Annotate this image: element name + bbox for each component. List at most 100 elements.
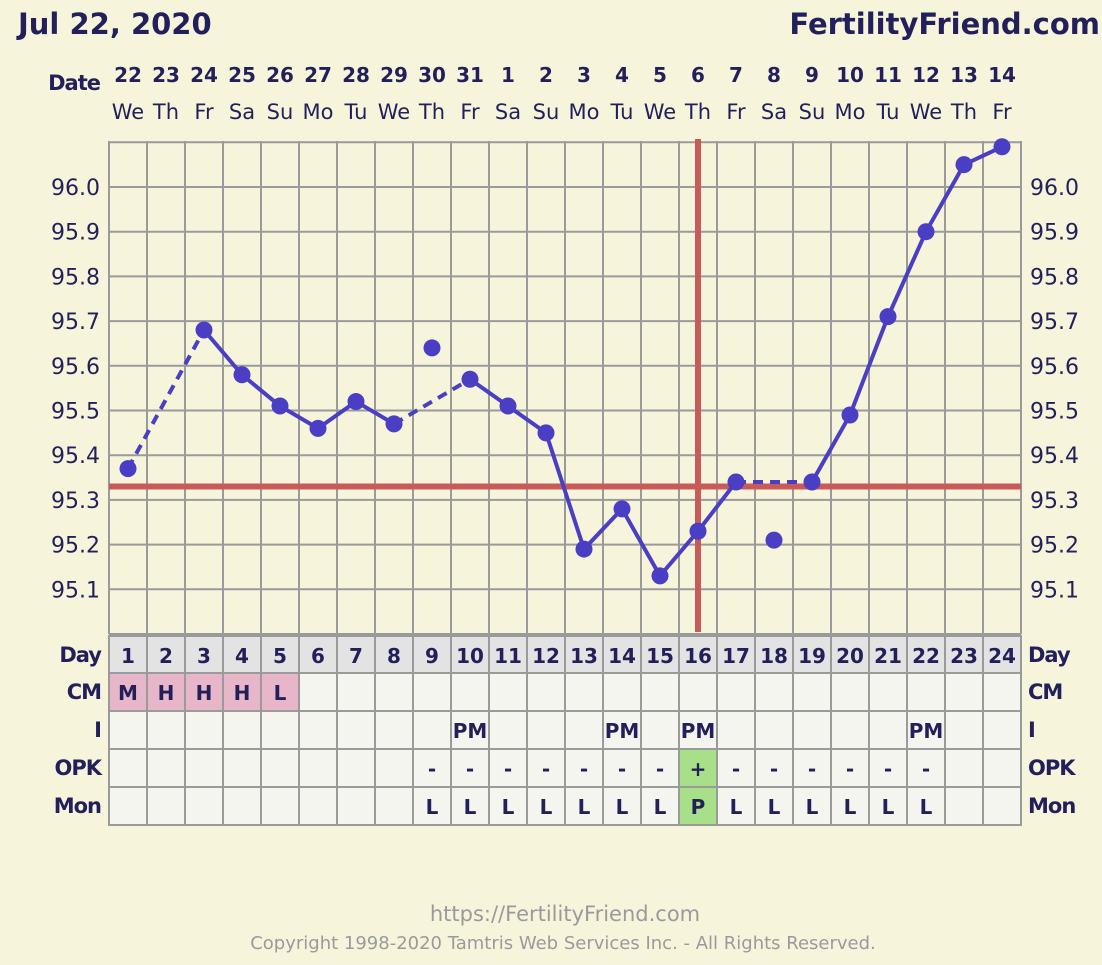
weekday-label: We: [644, 100, 676, 124]
day-cell: [640, 635, 680, 675]
y-tick-label-left: 95.8: [51, 265, 100, 290]
monitor-cell-value: L: [882, 795, 895, 819]
day-cell-value: 15: [646, 644, 674, 668]
monitor-cell-value: L: [730, 795, 743, 819]
opk-cell: [830, 748, 870, 788]
monitor-cell-value: L: [502, 795, 515, 819]
y-tick-label-right: 95.4: [1030, 444, 1079, 469]
weekday-label: Sa: [229, 100, 255, 124]
cm-cell: [260, 672, 300, 712]
day-cell-value: 3: [197, 644, 211, 668]
y-tick-label-left: 95.3: [51, 489, 100, 514]
date-label: 7: [729, 63, 743, 87]
monitor-row-label: Mon: [54, 794, 101, 818]
weekday-label: Sa: [495, 100, 521, 124]
monitor-cell: [336, 786, 376, 826]
weekday-label: Su: [267, 100, 294, 124]
temperature-point: [385, 415, 403, 433]
day-row-label: Day: [59, 643, 102, 667]
date-label: 5: [653, 63, 667, 87]
day-cell-value: 22: [912, 644, 940, 668]
chart-date-title: Jul 22, 2020: [16, 7, 212, 41]
cm-cell: [412, 672, 452, 712]
y-tick-label-left: 95.6: [51, 355, 100, 380]
monitor-cell: [678, 786, 718, 826]
cm-cell: [526, 672, 566, 712]
opk-cell: [488, 748, 528, 788]
weekday-label: Su: [533, 100, 560, 124]
day-cell-value: 14: [608, 644, 636, 668]
weekday-label: Fr: [992, 100, 1012, 124]
date-label: 14: [988, 63, 1016, 87]
monitor-cell: [944, 786, 984, 826]
opk-cell: [184, 748, 224, 788]
day-cell-value: 12: [532, 644, 560, 668]
monitor-cell: [982, 786, 1022, 826]
weekday-label: Fr: [194, 100, 214, 124]
y-tick-label-right: 95.3: [1030, 489, 1079, 514]
opk-cell-value: -: [618, 757, 626, 781]
temperature-segment: [658, 529, 700, 578]
y-tick-label-right: 95.6: [1030, 355, 1079, 380]
weekday-label: Fr: [726, 100, 746, 124]
intercourse-cell: [564, 710, 604, 750]
weekday-label: Mo: [303, 100, 334, 124]
day-cell-value: 5: [273, 644, 287, 668]
intercourse-cell: [640, 710, 680, 750]
temperature-segment: [696, 480, 738, 533]
weekday-label: Th: [152, 100, 179, 124]
monitor-cell: [108, 786, 148, 826]
opk-cell: [982, 748, 1022, 788]
intercourse-cell: [450, 710, 490, 750]
intercourse-cell: [260, 710, 300, 750]
day-cell-value: 16: [684, 644, 712, 668]
cm-row-label: CM: [67, 680, 101, 704]
opk-cell-value: -: [428, 757, 436, 781]
date-label: 13: [950, 63, 978, 87]
footer-copyright: Copyright 1998-2020 Tamtris Web Services…: [250, 933, 876, 954]
intercourse-cell: [298, 710, 338, 750]
temperature-segment: [202, 328, 244, 377]
monitor-cell: [222, 786, 262, 826]
y-tick-label-right: 95.1: [1030, 578, 1079, 603]
cm-cell: [678, 672, 718, 712]
date-label: 31: [456, 63, 484, 87]
dashed-segment: [392, 377, 472, 426]
y-tick-label-left: 95.4: [51, 444, 100, 469]
intercourse-row-label-right: I: [1028, 718, 1035, 742]
footer-url[interactable]: https://FertilityFriend.com: [430, 902, 700, 926]
date-row-label: Date: [48, 71, 101, 95]
day-cell-value: 9: [425, 644, 439, 668]
axis-labels: 96.0 96.0 95.9 95.9 95.8 95.8 95.7 95.7 95.6 95.6…: [51, 63, 1079, 818]
opk-cell-value: -: [504, 757, 512, 781]
day-cell: [298, 635, 338, 675]
monitor-cell: [298, 786, 338, 826]
y-tick-label-left: 96.0: [51, 176, 100, 201]
date-label: 23: [152, 63, 180, 87]
opk-cell: [336, 748, 376, 788]
intercourse-cell: [944, 710, 984, 750]
monitor-cell: [260, 786, 300, 826]
cm-cell: [564, 672, 604, 712]
day-row-label-right: Day: [1028, 643, 1071, 667]
monitor-cell-value: L: [844, 795, 857, 819]
temperature-point: [955, 156, 973, 174]
intercourse-cell-value: PM: [453, 719, 488, 743]
temperature-point: [917, 223, 935, 241]
cm-cell: [450, 672, 490, 712]
day-cell: [374, 635, 414, 675]
monitor-cell: [906, 786, 946, 826]
intercourse-cell: [526, 710, 566, 750]
day-cell: [564, 635, 604, 675]
temperature-point: [119, 460, 137, 478]
cm-cell: [830, 672, 870, 712]
opk-row-label-right: OPK: [1028, 756, 1076, 780]
cm-cell: [792, 672, 832, 712]
day-cell-value: 24: [988, 644, 1016, 668]
monitor-cell: [564, 786, 604, 826]
opk-cell-value: -: [542, 757, 550, 781]
weekday-label: Tu: [610, 100, 634, 124]
opk-cell-value: -: [466, 757, 474, 781]
temperature-segment: [620, 507, 662, 577]
temperature-point: [651, 567, 669, 585]
